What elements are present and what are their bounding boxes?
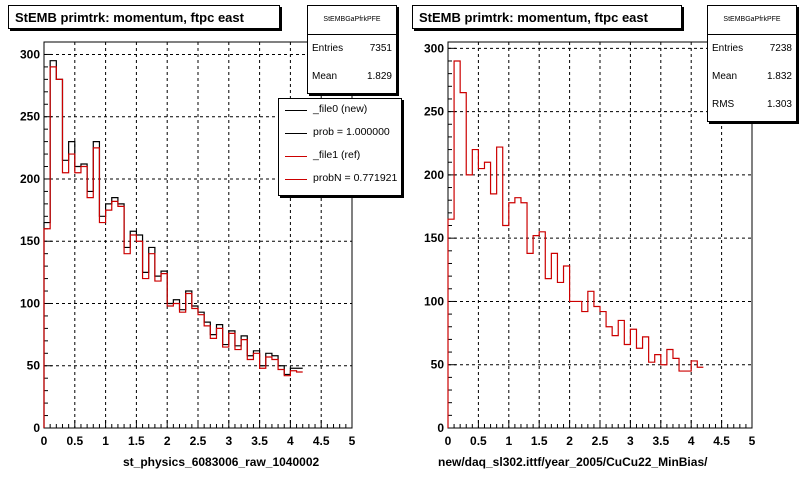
x-tick-label: 3.5 [652, 434, 669, 448]
right-stats-mean-label: Mean [712, 71, 738, 82]
x-tick-label: 1.5 [531, 434, 548, 448]
left-stats-name: StEMBGaPfrkPFE [308, 6, 396, 35]
x-tick-label: 4.5 [713, 434, 730, 448]
x-tick-label: 0 [445, 434, 452, 448]
right-stats-mean-row: Mean 1.832 [708, 63, 796, 91]
legend-swatch-new [285, 110, 307, 111]
left-stats-entries-value: 7351 [369, 43, 392, 54]
legend-label-probn: probN = 0.771921 [313, 172, 398, 184]
y-tick-label: 50 [27, 359, 41, 373]
right-stats-rms-row: RMS 1.303 [708, 91, 796, 119]
right-stats-entries-row: Entries 7238 [708, 35, 796, 63]
right-stats-mean-value: 1.832 [766, 71, 792, 82]
x-tick-label: 3 [225, 434, 232, 448]
legend-label-ref: _file1 (ref) [313, 149, 361, 161]
legend-label-new: _file0 (new) [313, 103, 368, 115]
x-tick-label: 4 [688, 434, 695, 448]
legend-swatch-ref [285, 156, 307, 157]
y-tick-label: 150 [424, 231, 444, 245]
legend-label-prob: prob = 1.000000 [313, 126, 390, 138]
y-tick-label: 250 [424, 105, 444, 119]
left-stats-box: StEMBGaPfrkPFE Entries 7351 Mean 1.829 [307, 5, 397, 94]
legend-entry-prob: prob = 1.000000 [279, 122, 401, 145]
y-tick-label: 100 [20, 296, 40, 310]
x-tick-label: 2 [164, 434, 171, 448]
right-canvas-panel: 0 0.5 1 1.5 2 2.5 3 3.5 4 4.5 5 0 50 100 150 200 250 300 … [400, 0, 800, 480]
y-tick-label: 250 [20, 110, 40, 124]
right-stats-entries-value: 7238 [769, 43, 792, 54]
legend-entry-ref: _file1 (ref) [279, 145, 401, 168]
x-tick-label: 1 [505, 434, 512, 448]
y-tick-label: 0 [33, 421, 40, 435]
x-tick-label: 2 [566, 434, 573, 448]
legend-swatch-probn [285, 179, 307, 180]
left-legend: _file0 (new) prob = 1.000000 _file1 (ref… [278, 98, 402, 196]
y-tick-label: 200 [20, 172, 40, 186]
y-tick-label: 150 [20, 234, 40, 248]
left-stats-mean-value: 1.829 [366, 71, 392, 82]
x-tick-label: 2.5 [592, 434, 609, 448]
left-canvas-panel: 0 0.5 1 1.5 2 2.5 3 3.5 4 4.5 5 0 50 100 150 200 250 300 … [8, 5, 402, 469]
x-tick-label: 4 [287, 434, 294, 448]
left-stats-entries-label: Entries [312, 43, 344, 54]
legend-entry-new: _file0 (new) [279, 99, 401, 122]
right-stats-rms-label: RMS [712, 99, 735, 110]
x-tick-label: 5 [349, 434, 356, 448]
x-tick-label: 0.5 [66, 434, 83, 448]
right-plot-title: StEMB primtrk: momentum, ftpc east [412, 5, 682, 29]
left-plot-title: StEMB primtrk: momentum, ftpc east [8, 5, 280, 29]
legend-entry-probn: probN = 0.771921 [279, 168, 401, 191]
left-x-axis-label: st_physics_6083006_raw_1040002 [123, 455, 320, 469]
x-tick-label: 1.5 [128, 434, 145, 448]
right-stats-name: StEMBGaPfrkPFE [708, 6, 796, 35]
left-stats-mean-label: Mean [312, 71, 338, 82]
x-tick-label: 3 [627, 434, 634, 448]
legend-swatch-prob [285, 133, 307, 134]
y-tick-label: 300 [424, 41, 444, 55]
x-tick-label: 1 [102, 434, 109, 448]
y-tick-label: 100 [424, 294, 444, 308]
x-tick-label: 0.5 [470, 434, 487, 448]
right-stats-entries-label: Entries [712, 43, 744, 54]
y-tick-label: 300 [20, 47, 40, 61]
y-tick-label: 200 [424, 168, 444, 182]
right-stats-rms-value: 1.303 [766, 99, 792, 110]
right-x-axis-label: new/daq_sl302.ittf/year_2005/CuCu22_MinB… [438, 455, 708, 469]
histogram-series-0 [447, 60, 704, 428]
x-tick-label: 3.5 [251, 434, 268, 448]
x-tick-label: 5 [749, 434, 756, 448]
x-tick-label: 2.5 [190, 434, 207, 448]
right-stats-box: StEMBGaPfrkPFE Entries 7238 Mean 1.832 R… [707, 5, 797, 122]
y-tick-label: 0 [437, 421, 444, 435]
left-stats-mean-row: Mean 1.829 [308, 63, 396, 91]
left-stats-entries-row: Entries 7351 [308, 35, 396, 63]
y-tick-label: 50 [431, 358, 445, 372]
x-tick-label: 4.5 [313, 434, 330, 448]
x-tick-label: 0 [41, 434, 48, 448]
histogram-series-1 [43, 66, 303, 428]
histogram-series-0 [43, 60, 303, 428]
